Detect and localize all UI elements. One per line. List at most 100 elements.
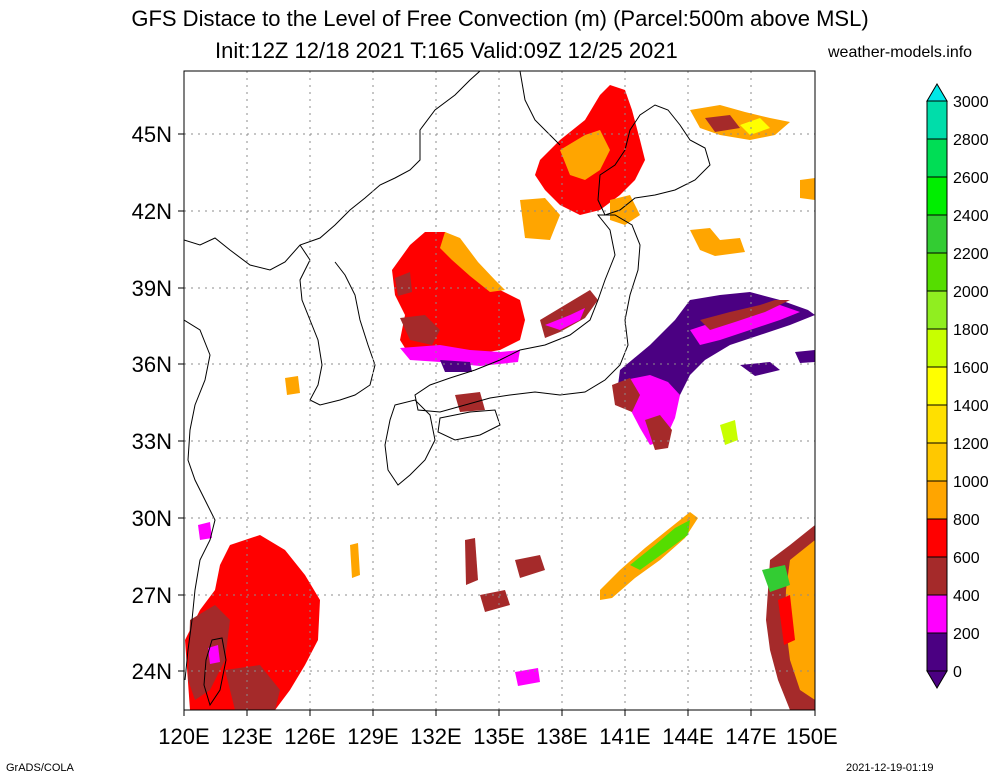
colorbar-swatch — [926, 518, 948, 558]
lat-label: 45N — [132, 122, 172, 147]
colorbar-swatch — [926, 214, 948, 254]
colorbar: 3000280026002400220020001800160014001200… — [926, 83, 989, 689]
colorbar-label: 1400 — [953, 398, 989, 415]
lfc-area-magenta-band — [400, 345, 520, 366]
lfc-shading — [185, 85, 815, 710]
chart-subtitle: Init:12Z 12/18 2021 T:165 Valid:09Z 12/2… — [215, 38, 678, 63]
site-credit: weather-models.info — [828, 44, 973, 61]
lfc-area-seto-brown — [455, 392, 485, 412]
colorbar-label: 200 — [953, 626, 980, 643]
colorbar-swatch — [926, 100, 948, 140]
colorbar-swatch — [926, 138, 948, 178]
lat-label: 24N — [132, 659, 172, 684]
lfc-area-mid-orange — [350, 543, 360, 578]
lfc-area-boso-brown2 — [645, 415, 672, 450]
lfc-area-ne-corner — [800, 178, 815, 200]
lat-label: 27N — [132, 583, 172, 608]
lat-label: 33N — [132, 429, 172, 454]
coast-shikoku — [437, 409, 501, 441]
lon-label: 144E — [662, 724, 713, 749]
colorbar-label: 600 — [953, 550, 980, 567]
lat-labels: 24N 27N 30N 33N 36N 39N 42N 45N — [132, 122, 172, 684]
lfc-area-taiwan-brown2 — [225, 665, 280, 710]
colorbar-label: 3000 — [953, 94, 989, 111]
lfc-area-small-green — [720, 420, 738, 445]
lfc-area-mid-brown2 — [480, 590, 510, 612]
lon-label: 132E — [410, 724, 461, 749]
colorbar-label: 2000 — [953, 284, 989, 301]
axis-ticks — [178, 133, 816, 716]
lfc-area-taiwan-north-magenta — [198, 522, 212, 540]
lon-label: 138E — [536, 724, 587, 749]
lfc-area-yellow-sea — [285, 376, 300, 395]
lfc-area-east-japan-brown — [700, 300, 790, 330]
colorbar-swatch — [926, 366, 948, 406]
colorbar-label: 1200 — [953, 436, 989, 453]
lfc-area-se-corner-orange — [785, 540, 815, 700]
lon-label: 150E — [786, 724, 837, 749]
colorbar-swatch — [926, 404, 948, 444]
lfc-area-east-japan-magenta — [690, 305, 800, 345]
lfc-area-kuril-yellow — [740, 118, 770, 135]
coast-china — [184, 319, 216, 681]
coast-korea — [299, 244, 376, 406]
lfc-area-bonin-green — [630, 520, 690, 570]
coast-hokkaido — [597, 104, 711, 216]
lfc-area-kuril-brown — [705, 115, 740, 132]
coast-sakhalin — [519, 71, 561, 146]
lat-label: 36N — [132, 352, 172, 377]
lfc-area-boso-brown — [612, 378, 640, 412]
lfc-area-taiwan-magenta — [208, 645, 220, 664]
lfc-area-indigo-band — [440, 360, 472, 372]
colorbar-swatch — [926, 176, 948, 216]
coast-taiwan — [203, 637, 227, 707]
lfc-area-okushiri — [520, 198, 560, 240]
colorbar-swatch — [926, 594, 948, 634]
coast-honshu — [414, 214, 641, 413]
lon-label: 129E — [347, 724, 398, 749]
lfc-area-honshu-coast-magenta — [545, 308, 585, 330]
lon-label: 126E — [284, 724, 335, 749]
lat-label: 42N — [132, 199, 172, 224]
colorbar-swatch — [926, 328, 948, 368]
colorbar-label: 0 — [953, 664, 962, 681]
lfc-area-east-indigo-dots2 — [795, 350, 815, 363]
colorbar-label: 1800 — [953, 322, 989, 339]
lfc-area-mid-brown — [465, 538, 478, 585]
colorbar-label: 2200 — [953, 246, 989, 263]
lfc-area-se-corner-red — [778, 595, 795, 645]
colorbar-swatch — [926, 252, 948, 292]
colorbar-bottom-arrow — [926, 670, 948, 689]
lat-label: 39N — [132, 276, 172, 301]
colorbar-label: 400 — [953, 588, 980, 605]
footer-credit: GrADS/COLA — [6, 762, 74, 774]
lat-label: 30N — [132, 506, 172, 531]
colorbar-labels: 3000280026002400220020001800160014001200… — [953, 94, 989, 681]
chart-title: GFS Distace to the Level of Free Convect… — [131, 6, 869, 31]
colorbar-swatch — [926, 480, 948, 520]
lfc-area-sea-of-japan-edge — [440, 232, 505, 292]
lfc-area-sea-of-japan-brown2 — [395, 272, 412, 296]
gridlines — [184, 71, 815, 710]
lfc-area-sea-of-japan-brown — [400, 315, 440, 345]
lon-label: 141E — [599, 724, 650, 749]
colorbar-label: 2600 — [953, 170, 989, 187]
colorbar-label: 2800 — [953, 132, 989, 149]
colorbar-swatch — [926, 632, 948, 672]
colorbar-label: 2400 — [953, 208, 989, 225]
coast-asia — [184, 71, 481, 271]
lon-labels: 120E 123E 126E 129E 132E 135E 138E 141E … — [158, 724, 837, 749]
lon-label: 135E — [473, 724, 524, 749]
lon-label: 120E — [158, 724, 209, 749]
footer-timestamp: 2021-12-19-01:19 — [846, 762, 934, 774]
colorbar-label: 800 — [953, 512, 980, 529]
coastlines — [184, 71, 711, 707]
colorbar-swatch — [926, 556, 948, 596]
colorbar-label: 1000 — [953, 474, 989, 491]
colorbar-swatch — [926, 290, 948, 330]
lfc-area-se-corner-green — [762, 565, 790, 592]
lfc-area-south-magenta — [515, 668, 540, 686]
lfc-area-hokkaido-orange — [560, 130, 610, 180]
coast-kyushu — [384, 399, 436, 486]
